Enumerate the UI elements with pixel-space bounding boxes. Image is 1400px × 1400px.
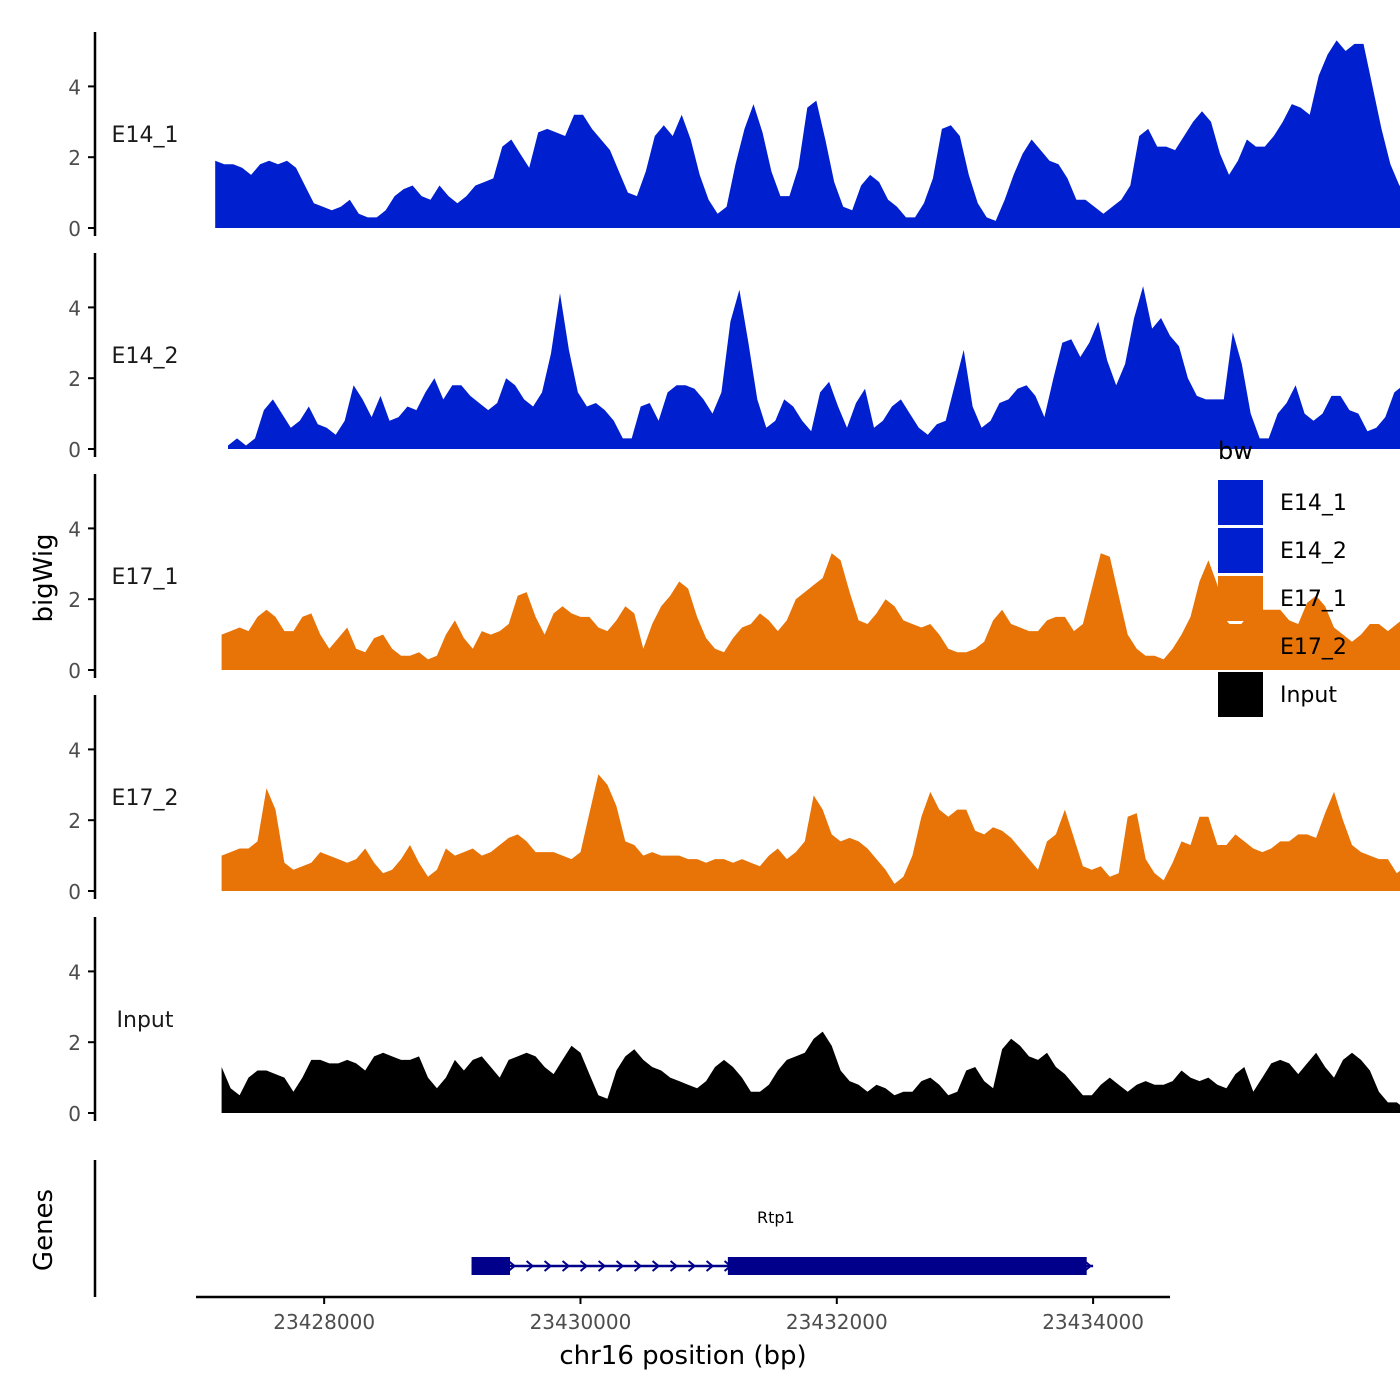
legend: bw E14_1 E14_2 E17_1 E17_2 Input (1218, 437, 1347, 717)
y-tick-label: 2 (68, 1031, 81, 1055)
y-tick-label: 4 (68, 960, 81, 984)
genes-track: Rtp1 (93, 1160, 1094, 1297)
strand-arrow (579, 1260, 589, 1272)
x-axis-label: chr16 position (bp) (559, 1341, 806, 1371)
strand-arrow (687, 1260, 697, 1272)
strand-arrow (507, 1260, 517, 1272)
gene-label: Rtp1 (757, 1208, 795, 1227)
legend-label: E14_2 (1280, 539, 1347, 564)
track-label: E14_2 (112, 344, 179, 369)
legend-key (1218, 576, 1263, 621)
y-tick-label: 0 (68, 438, 81, 462)
y-tick-label: 2 (68, 367, 81, 391)
track-label: E17_1 (112, 565, 179, 590)
strand-arrow (705, 1260, 715, 1272)
legend-key (1218, 528, 1263, 573)
y-tick-label: 4 (68, 75, 81, 99)
track-e17-2: 0 2 4 E17_2 (68, 695, 1400, 904)
area-e14-1 (215, 40, 1400, 228)
gene-exon (471, 1257, 510, 1275)
y-tick-label: 2 (68, 588, 81, 612)
legend-title: bw (1218, 437, 1253, 465)
track-e17-1: 0 2 4 E17_1 (68, 474, 1400, 683)
strand-arrow (669, 1260, 679, 1272)
y-tick-label: 4 (68, 738, 81, 762)
y-axis-label: bigWig (29, 533, 59, 622)
x-tick-label: 23434000 (1042, 1310, 1144, 1334)
y-tick-label: 0 (68, 217, 81, 241)
genes-axis-label: Genes (29, 1189, 59, 1271)
strand-arrow (615, 1260, 625, 1272)
y-tick-label: 4 (68, 296, 81, 320)
strand-arrow (651, 1260, 661, 1272)
track-label: E14_1 (112, 123, 179, 148)
strand-arrow (597, 1260, 607, 1272)
area-e14-2 (228, 286, 1400, 449)
strand-arrow (633, 1260, 643, 1272)
y-tick-label: 0 (68, 880, 81, 904)
track-input: 0 2 4 Input (68, 917, 1400, 1126)
track-label: E17_2 (112, 786, 179, 811)
area-e17-1 (221, 553, 1400, 670)
y-tick-label: 4 (68, 517, 81, 541)
strand-arrow (561, 1260, 571, 1272)
legend-key (1218, 624, 1263, 669)
legend-key (1218, 672, 1263, 717)
track-panels: 0 2 4 E14_1 0 2 4 E14_2 0 2 4 E17_1 0 2 4 E17_2 0 2 4 Input (68, 32, 1400, 1126)
y-tick-label: 0 (68, 659, 81, 683)
y-tick-label: 2 (68, 809, 81, 833)
x-tick-label: 23430000 (530, 1310, 632, 1334)
x-axis: 23428000 23430000 23432000 23434000 (196, 1295, 1170, 1334)
x-tick-label: 23432000 (786, 1310, 888, 1334)
track-e14-1: 0 2 4 E14_1 (68, 32, 1400, 241)
strand-arrow (525, 1260, 535, 1272)
x-tick-label: 23428000 (273, 1310, 375, 1334)
legend-label: E17_1 (1280, 587, 1347, 612)
gene-exon (727, 1257, 1087, 1275)
legend-label: Input (1280, 683, 1337, 708)
y-tick-label: 2 (68, 146, 81, 170)
area-input (221, 1031, 1400, 1113)
y-tick-label: 0 (68, 1102, 81, 1126)
legend-key (1218, 480, 1263, 525)
area-e17-2 (221, 774, 1400, 891)
legend-label: E17_2 (1280, 635, 1347, 660)
track-e14-2: 0 2 4 E14_2 (68, 253, 1400, 462)
track-label: Input (117, 1008, 174, 1033)
strand-arrow (543, 1260, 553, 1272)
legend-label: E14_1 (1280, 491, 1347, 516)
